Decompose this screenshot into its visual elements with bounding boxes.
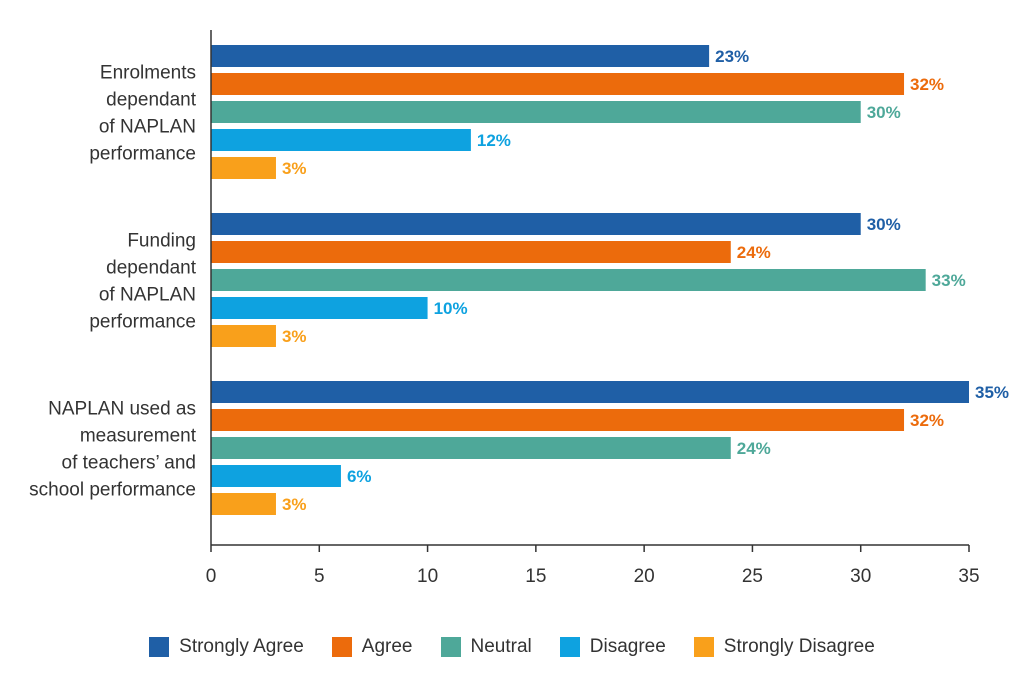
bar bbox=[211, 297, 428, 319]
bar bbox=[211, 437, 731, 459]
data-label: 32% bbox=[910, 411, 944, 430]
category-label-line: NAPLAN used as bbox=[48, 399, 196, 420]
data-label: 24% bbox=[737, 439, 771, 458]
category-label-line: dependant bbox=[106, 90, 197, 111]
category-label-line: of NAPLAN bbox=[99, 285, 196, 306]
bar bbox=[211, 325, 276, 347]
x-tick-label: 35 bbox=[958, 566, 979, 587]
legend-swatch bbox=[559, 637, 580, 657]
category-label-line: dependant bbox=[106, 258, 197, 279]
bar bbox=[211, 73, 905, 95]
legend-item: Strongly Disagree bbox=[693, 636, 875, 658]
category-label-line: performance bbox=[89, 144, 196, 165]
x-tick-label: 25 bbox=[742, 566, 763, 587]
category-label-line: Funding bbox=[127, 231, 196, 252]
legend: Strongly Agree Agree Neutral Disagree Strong… bbox=[0, 636, 1024, 658]
x-ticks-group: 0 5 10 15 20 25 30 35 bbox=[206, 545, 980, 587]
data-label: 6% bbox=[347, 467, 372, 486]
data-label: 24% bbox=[737, 243, 771, 262]
legend-swatch bbox=[331, 637, 352, 657]
data-labels-group: 23% 32% 30% 12% 3% 30% 24% 33% 10% 3% 35% 32% 24% 6% 3… bbox=[282, 47, 1009, 514]
x-tick-label: 20 bbox=[634, 566, 655, 587]
category-label: Funding dependant of NAPLAN performance bbox=[89, 231, 196, 333]
legend-label: Neutral bbox=[470, 636, 532, 657]
data-label: 3% bbox=[282, 327, 307, 346]
legend-item: Agree bbox=[331, 636, 413, 658]
x-tick-label: 15 bbox=[525, 566, 546, 587]
data-label: 33% bbox=[932, 271, 966, 290]
category-label-line: of teachers’ and bbox=[62, 453, 197, 474]
data-label: 3% bbox=[282, 159, 307, 178]
data-label: 32% bbox=[910, 75, 944, 94]
x-tick-label: 10 bbox=[417, 566, 438, 587]
x-tick-label: 30 bbox=[850, 566, 871, 587]
category-label-line: school performance bbox=[29, 480, 196, 501]
bars-group bbox=[211, 45, 969, 515]
bar bbox=[211, 465, 341, 487]
bar bbox=[211, 409, 905, 431]
data-label: 35% bbox=[975, 383, 1009, 402]
x-tick-label: 0 bbox=[206, 566, 217, 587]
data-label: 3% bbox=[282, 495, 307, 514]
category-labels-group: Enrolments dependant of NAPLAN performanceF… bbox=[29, 63, 197, 501]
category-label-line: Enrolments bbox=[100, 63, 196, 84]
legend-label: Strongly Agree bbox=[179, 636, 304, 657]
legend-item: Strongly Agree bbox=[149, 636, 304, 658]
x-tick-label: 5 bbox=[314, 566, 325, 587]
data-label: 23% bbox=[715, 47, 749, 66]
category-label-line: of NAPLAN bbox=[99, 117, 196, 138]
bar bbox=[211, 241, 731, 263]
category-label: Enrolments dependant of NAPLAN performance bbox=[89, 63, 196, 165]
bar bbox=[211, 493, 276, 515]
legend-swatch bbox=[440, 637, 461, 657]
bar bbox=[211, 45, 710, 67]
legend-label: Agree bbox=[361, 636, 413, 657]
bar bbox=[211, 101, 861, 123]
legend-swatch bbox=[149, 637, 170, 657]
bar bbox=[211, 269, 926, 291]
bar bbox=[211, 381, 969, 403]
category-label-line: measurement bbox=[80, 426, 197, 447]
legend-swatch bbox=[693, 637, 714, 657]
legend-label: Strongly Disagree bbox=[723, 636, 875, 657]
data-label: 30% bbox=[867, 215, 901, 234]
bar bbox=[211, 157, 276, 179]
chart: 23% 32% 30% 12% 3% 30% 24% 33% 10% 3% 35% 32% 24% 6% 3… bbox=[29, 30, 1009, 587]
legend-label: Disagree bbox=[589, 636, 666, 657]
bar bbox=[211, 213, 861, 235]
legend-item: Neutral bbox=[440, 636, 532, 658]
data-label: 12% bbox=[477, 131, 511, 150]
data-label: 30% bbox=[867, 103, 901, 122]
category-label: NAPLAN used as measurement of teachers’ an… bbox=[29, 399, 197, 501]
bar bbox=[211, 129, 471, 151]
category-label-line: performance bbox=[89, 312, 196, 333]
legend-item: Disagree bbox=[559, 636, 666, 658]
data-label: 10% bbox=[434, 299, 468, 318]
